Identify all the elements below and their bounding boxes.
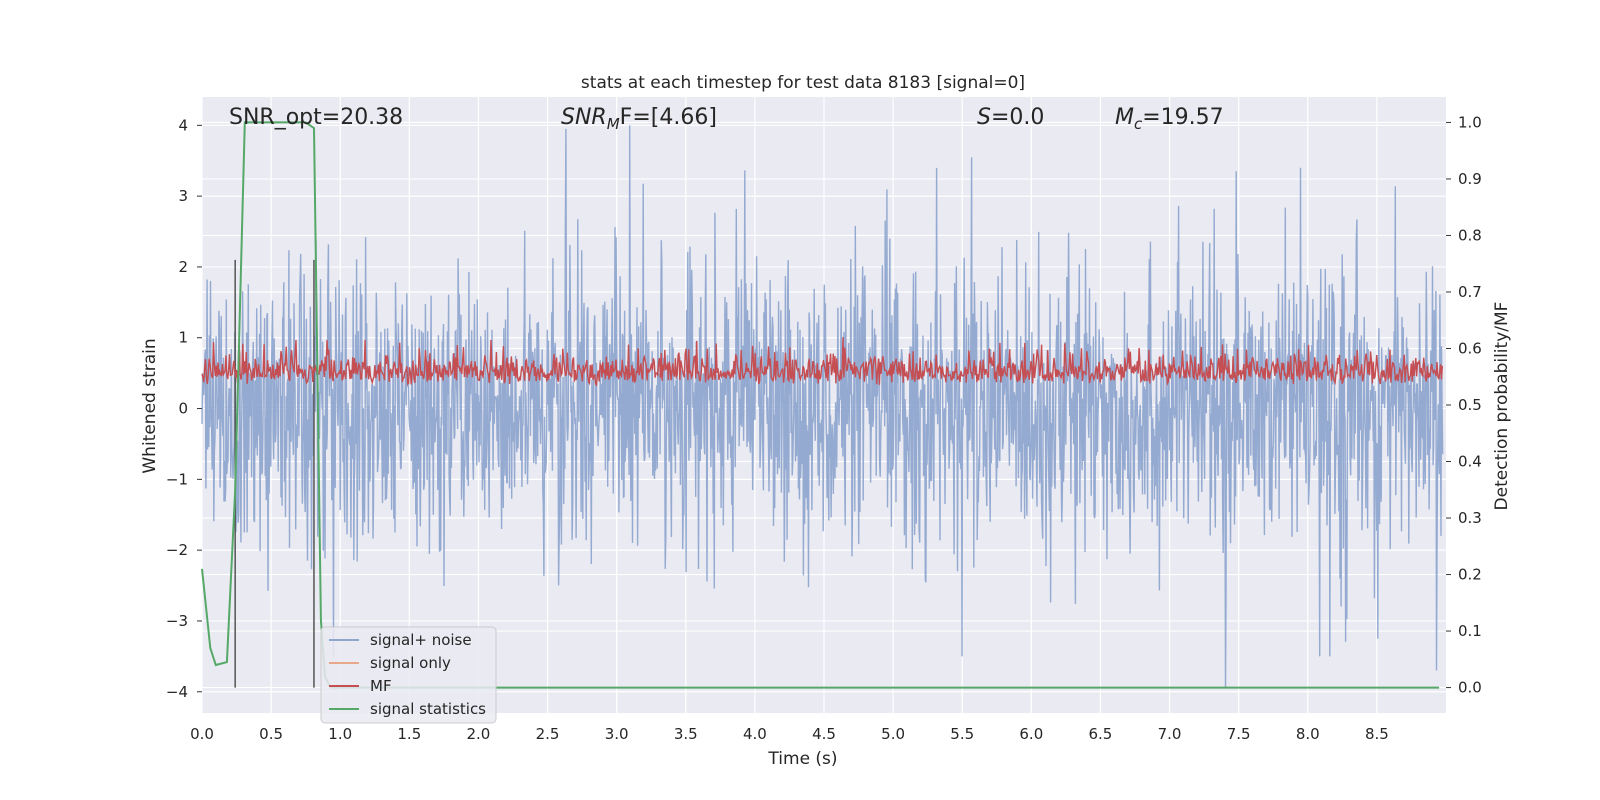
y-right-tick-label: 0.7 [1458,283,1482,301]
legend-label-signal-noise: signal+ noise [370,631,472,649]
y-left-tick-label: 2 [178,258,188,276]
legend-box [320,626,497,724]
y-right-tick-label: 0.3 [1458,509,1482,527]
signal-statistics-series [201,121,1440,689]
y-right-tick-label: 0.4 [1458,453,1482,471]
x-tick-label: 7.5 [1227,725,1251,743]
annotation-snr-opt: SNR_opt=20.38 [229,105,403,130]
x-axis-label: Time (s) [767,749,837,769]
x-tick-label: 8.0 [1296,725,1320,743]
y-left-axis-label: Whitened strain [140,338,160,473]
y-left-tick-label: −2 [166,541,188,559]
legend-label-mf: MF [370,677,392,695]
y-right-tick-label: 0.6 [1458,339,1482,357]
x-tick-label: 5.0 [881,725,905,743]
x-tick-label: 1.0 [328,725,352,743]
x-tick-label: 4.5 [812,725,836,743]
signal-noise-series [201,125,1444,689]
x-tick-label: 1.5 [397,725,421,743]
y-right-axis-ticks: 1.0 0.9 0.8 0.7 0.6 0.5 0.4 0.3 0.2 0.1 0.0 [1446,113,1482,697]
x-tick-label: 4.0 [743,725,767,743]
y-left-tick-label: 0 [178,400,188,418]
x-tick-label: 2.5 [536,725,560,743]
signal-noise-line [201,125,1444,689]
annotation-mc: Mc=19.57 [1115,105,1224,133]
x-tick-label: 6.5 [1089,725,1113,743]
x-tick-label: 3.5 [674,725,698,743]
signal-statistics-line [201,121,1440,689]
y-left-tick-label: −3 [166,612,188,630]
y-left-tick-label: −4 [166,683,188,701]
y-left-tick-label: −1 [166,470,188,488]
chart-title: stats at each timestep for test data 818… [581,73,1025,93]
x-tick-label: 0.0 [190,725,214,743]
y-right-axis-label: Detection probability/MF [1492,302,1512,511]
y-left-tick-label: 1 [178,329,188,347]
legend-label-signal-statistics: signal statistics [370,700,486,718]
x-tick-label: 3.0 [605,725,629,743]
y-right-tick-label: 0.1 [1458,622,1482,640]
legend-label-signal-only: signal only [370,654,451,672]
y-left-axis-ticks: 4 3 2 1 0 −1 −2 −3 −4 [166,116,202,701]
x-tick-label: 2.0 [467,725,491,743]
y-right-tick-label: 0.9 [1458,170,1482,188]
x-tick-label: 0.5 [259,725,283,743]
x-tick-label: 5.5 [950,725,974,743]
annotation-s: S=0.0 [977,105,1044,130]
x-tick-label: 7.0 [1158,725,1182,743]
legend: signal+ noise signal only MF signal stat… [320,626,497,724]
x-tick-label: 6.0 [1019,725,1043,743]
y-right-tick-label: 0.0 [1458,679,1482,697]
mf-series [201,337,1443,387]
x-tick-label: 8.5 [1365,725,1389,743]
annotation-snr-mf: SNRMF=[4.66] [561,105,717,133]
y-right-tick-label: 0.8 [1458,226,1482,244]
y-right-tick-label: 0.5 [1458,396,1482,414]
mf-line [201,337,1443,387]
y-right-tick-label: 1.0 [1458,113,1482,131]
y-right-tick-label: 0.2 [1458,566,1482,584]
y-left-tick-label: 3 [178,187,188,205]
x-axis-ticks: 0.0 0.5 1.0 1.5 2.0 2.5 3.0 3.5 4.0 4.5 5.0 5.5 6.0 6… [190,725,1389,743]
y-left-tick-label: 4 [178,116,188,134]
